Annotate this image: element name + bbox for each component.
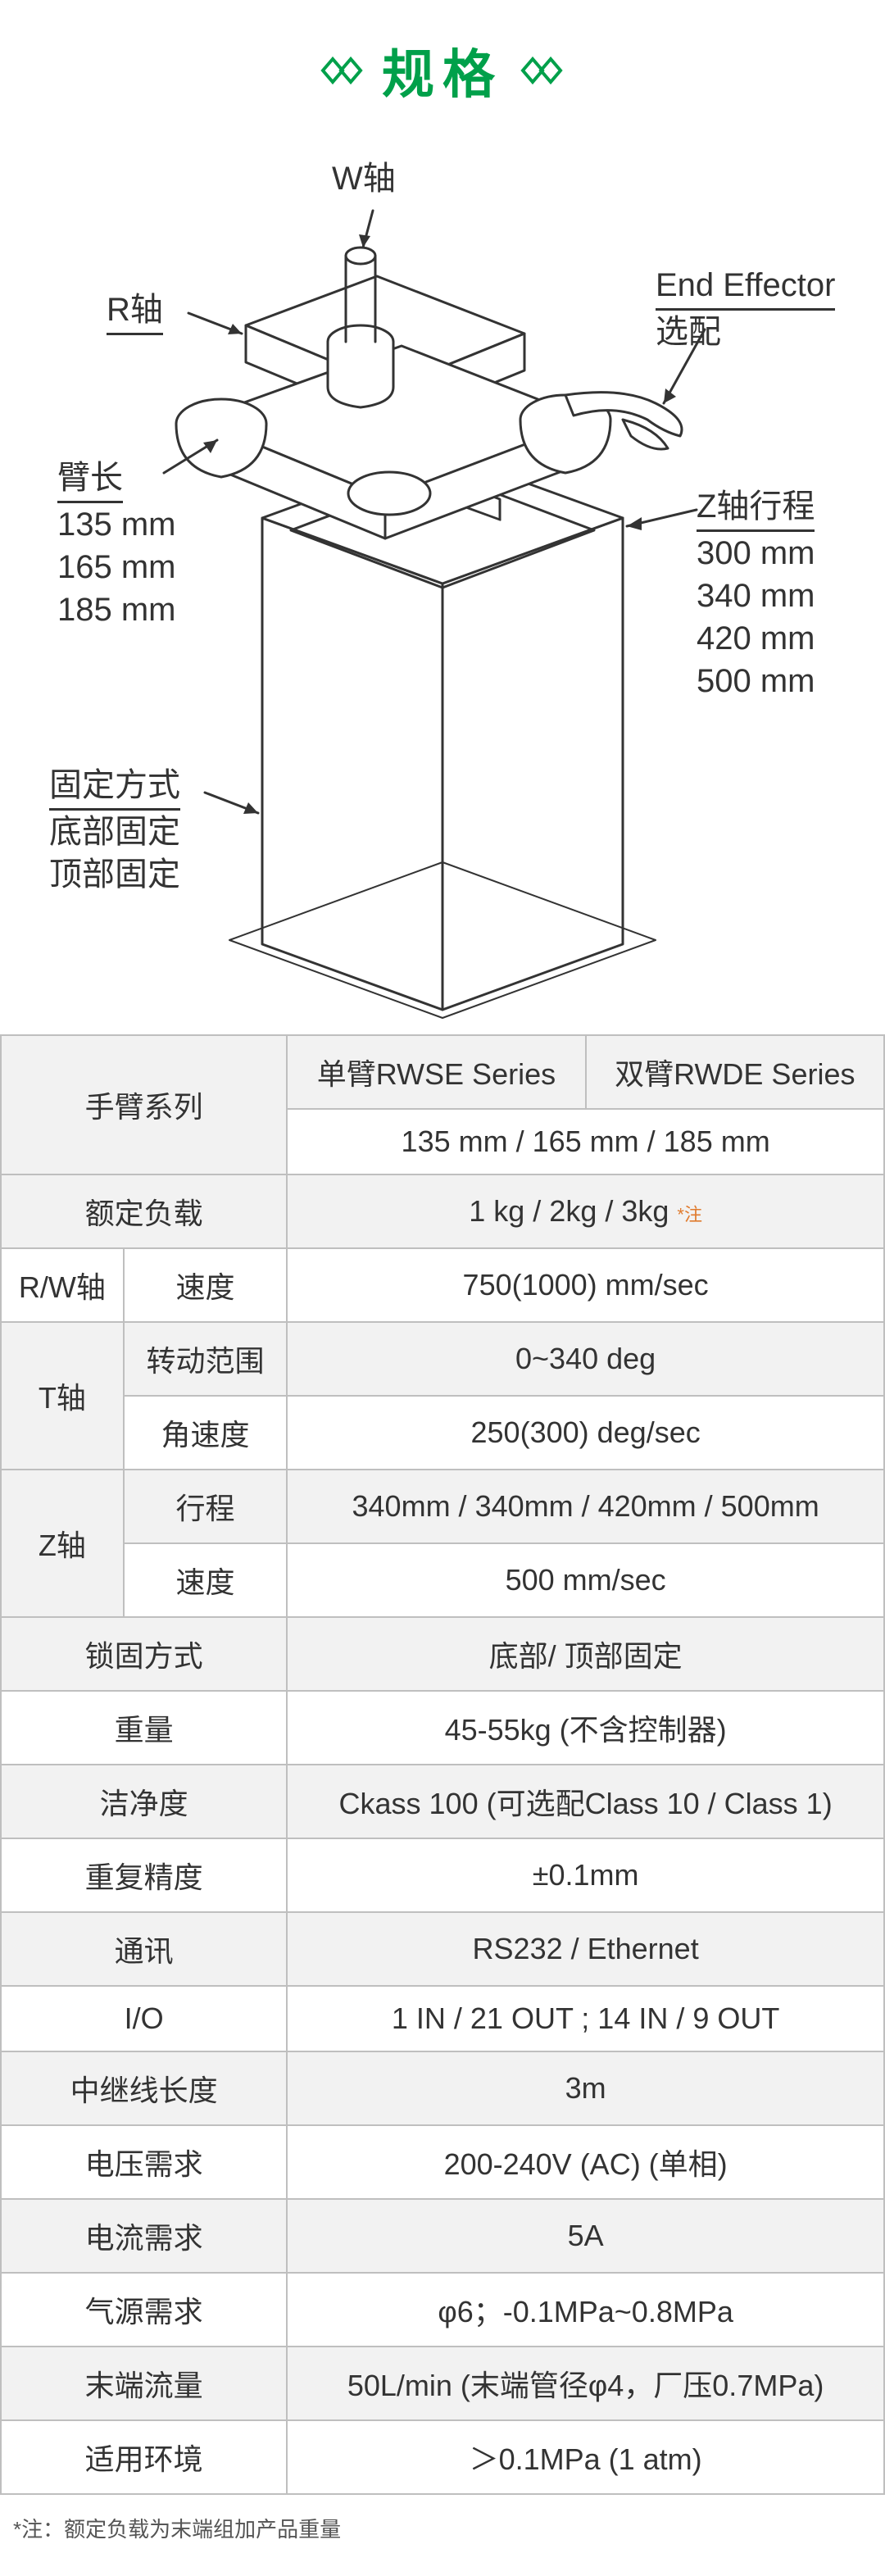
cell-label: 电流需求 <box>1 2199 287 2273</box>
title-section: 规格 <box>0 0 885 141</box>
cell-arm-series-b: 双臂RWDE Series <box>586 1035 884 1109</box>
cell-label: 锁固方式 <box>1 1617 287 1691</box>
table-row: R/W轴 速度 750(1000) mm/sec <box>1 1248 884 1322</box>
callout-z-travel-v3: 500 mm <box>697 660 815 702</box>
cell-value: ±0.1mm <box>287 1838 884 1912</box>
table-row: 末端流量 50L/min (末端管径φ4，厂压0.7MPa) <box>1 2347 884 2420</box>
table-row: 电压需求 200-240V (AC) (单相) <box>1 2125 884 2199</box>
cell-sub: 角速度 <box>124 1396 287 1470</box>
cell-value: 750(1000) mm/sec <box>287 1248 884 1322</box>
callout-z-travel-v0: 300 mm <box>697 532 815 575</box>
cell-value: 200-240V (AC) (单相) <box>287 2125 884 2199</box>
cell-group: Z轴 <box>1 1470 124 1617</box>
table-row: 速度 500 mm/sec <box>1 1543 884 1617</box>
callout-w-axis: W轴 <box>332 157 396 200</box>
cell-sub: 转动范围 <box>124 1322 287 1396</box>
callout-z-travel: Z轴行程 300 mm 340 mm 420 mm 500 mm <box>697 485 815 702</box>
callout-z-travel-label: Z轴行程 <box>697 485 815 532</box>
cell-group: R/W轴 <box>1 1248 124 1322</box>
table-row: 重复精度 ±0.1mm <box>1 1838 884 1912</box>
cell-sub: 速度 <box>124 1543 287 1617</box>
cell-label: 适用环境 <box>1 2420 287 2494</box>
cell-value: RS232 / Ethernet <box>287 1912 884 1986</box>
cell-value: 250(300) deg/sec <box>287 1396 884 1470</box>
table-row: 角速度 250(300) deg/sec <box>1 1396 884 1470</box>
table-row-arm-series: 手臂系列 单臂RWSE Series 双臂RWDE Series <box>1 1035 884 1109</box>
spec-table: 手臂系列 单臂RWSE Series 双臂RWDE Series 135 mm … <box>0 1034 885 2495</box>
callout-mounting-v1: 顶部固定 <box>49 853 180 896</box>
table-row: 通讯 RS232 / Ethernet <box>1 1912 884 1986</box>
cell-value: 45-55kg (不含控制器) <box>287 1691 884 1765</box>
callout-r-axis: R轴 <box>107 288 163 335</box>
cell-value: 3m <box>287 2051 884 2125</box>
title-decoration-right-icon <box>518 54 567 87</box>
table-row: T轴 转动范围 0~340 deg <box>1 1322 884 1396</box>
cell-arm-series-sub: 135 mm / 165 mm / 185 mm <box>287 1109 884 1174</box>
cell-value: φ6；-0.1MPa~0.8MPa <box>287 2273 884 2347</box>
cell-value-text: 1 kg / 2kg / 3kg <box>469 1194 677 1228</box>
cell-value: ＞0.1MPa (1 atm) <box>287 2420 884 2494</box>
cell-label: 末端流量 <box>1 2347 287 2420</box>
table-row: 洁净度 Ckass 100 (可选配Class 10 / Class 1) <box>1 1765 884 1838</box>
page-title: 规格 <box>382 33 503 108</box>
callout-w-axis-label: W轴 <box>332 161 396 197</box>
callout-r-axis-label: R轴 <box>107 288 163 335</box>
cell-value-note: *注 <box>677 1204 702 1224</box>
callout-arm-length-label: 臂长 <box>57 457 123 503</box>
cell-label: 通讯 <box>1 1912 287 1986</box>
cell-sub: 行程 <box>124 1470 287 1543</box>
table-row: 额定负载 1 kg / 2kg / 3kg *注 <box>1 1174 884 1248</box>
cell-arm-series-a: 单臂RWSE Series <box>287 1035 585 1109</box>
cell-value: Ckass 100 (可选配Class 10 / Class 1) <box>287 1765 884 1838</box>
table-row: 中继线长度 3m <box>1 2051 884 2125</box>
cell-value: 1 IN / 21 OUT ; 14 IN / 9 OUT <box>287 1986 884 2051</box>
cell-label: 中继线长度 <box>1 2051 287 2125</box>
table-row: 锁固方式 底部/ 顶部固定 <box>1 1617 884 1691</box>
cell-value: 底部/ 顶部固定 <box>287 1617 884 1691</box>
robot-diagram: W轴 R轴 End Effector 选配 臂长 135 mm 165 mm 1… <box>0 141 885 1026</box>
callout-arm-length-v2: 185 mm <box>57 588 176 631</box>
callout-mounting: 固定方式 底部固定 顶部固定 <box>49 764 180 896</box>
footnote: *注：额定负载为末端组加产品重量 <box>0 2495 885 2576</box>
cell-group: T轴 <box>1 1322 124 1470</box>
cell-label: 额定负载 <box>1 1174 287 1248</box>
cell-value: 340mm / 340mm / 420mm / 500mm <box>287 1470 884 1543</box>
table-row: I/O 1 IN / 21 OUT ; 14 IN / 9 OUT <box>1 1986 884 2051</box>
cell-value: 50L/min (末端管径φ4，厂压0.7MPa) <box>287 2347 884 2420</box>
cell-value: 500 mm/sec <box>287 1543 884 1617</box>
callout-mounting-label: 固定方式 <box>49 764 180 811</box>
callout-z-travel-v2: 420 mm <box>697 617 815 660</box>
callout-end-effector-label1: End Effector <box>656 264 835 311</box>
callout-arm-length-v0: 135 mm <box>57 503 176 546</box>
table-row: 重量 45-55kg (不含控制器) <box>1 1691 884 1765</box>
cell-label: 重复精度 <box>1 1838 287 1912</box>
callout-arm-length: 臂长 135 mm 165 mm 185 mm <box>57 457 176 631</box>
cell-label: 气源需求 <box>1 2273 287 2347</box>
table-row: 气源需求 φ6；-0.1MPa~0.8MPa <box>1 2273 884 2347</box>
cell-label: 重量 <box>1 1691 287 1765</box>
page: 规格 <box>0 0 885 2576</box>
cell-value: 1 kg / 2kg / 3kg *注 <box>287 1174 884 1248</box>
callout-arm-length-v1: 165 mm <box>57 546 176 588</box>
table-row: 适用环境 ＞0.1MPa (1 atm) <box>1 2420 884 2494</box>
callout-end-effector: End Effector 选配 <box>656 264 835 353</box>
cell-label: I/O <box>1 1986 287 2051</box>
cell-arm-series-label: 手臂系列 <box>1 1035 287 1174</box>
callout-mounting-v0: 底部固定 <box>49 811 180 853</box>
callout-end-effector-label2: 选配 <box>656 311 835 353</box>
cell-value: 0~340 deg <box>287 1322 884 1396</box>
table-row: Z轴 行程 340mm / 340mm / 420mm / 500mm <box>1 1470 884 1543</box>
cell-label: 电压需求 <box>1 2125 287 2199</box>
title-decoration-left-icon <box>318 54 367 87</box>
cell-value: 5A <box>287 2199 884 2273</box>
cell-sub: 速度 <box>124 1248 287 1322</box>
cell-label: 洁净度 <box>1 1765 287 1838</box>
callout-z-travel-v1: 340 mm <box>697 575 815 617</box>
table-row: 电流需求 5A <box>1 2199 884 2273</box>
